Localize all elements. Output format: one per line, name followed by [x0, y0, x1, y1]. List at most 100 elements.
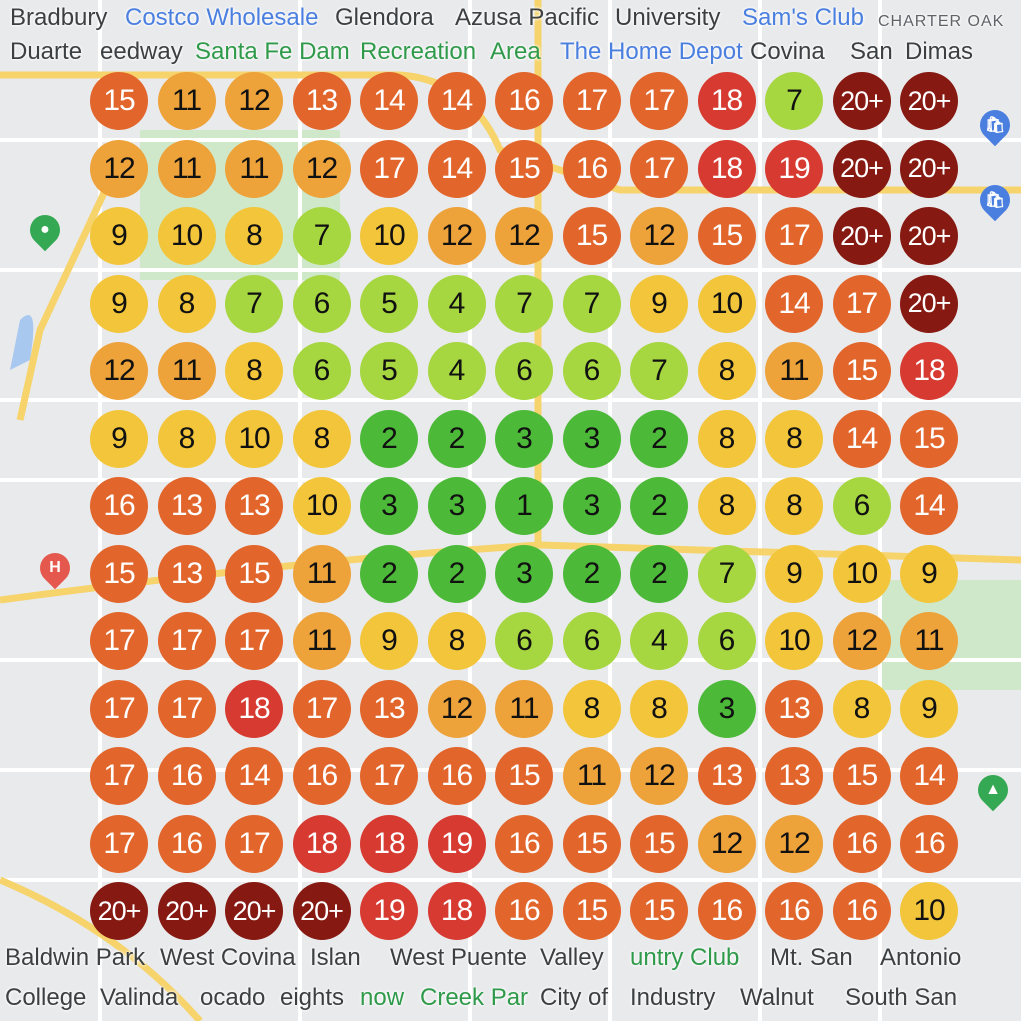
rank-marker[interactable]: 2	[360, 409, 418, 468]
rank-marker[interactable]: 12	[832, 612, 891, 670]
rank-marker[interactable]: 14	[427, 72, 486, 130]
rank-marker[interactable]: 13	[697, 747, 756, 805]
rank-marker[interactable]: 4	[427, 274, 486, 333]
rank-marker[interactable]: 2	[562, 544, 621, 603]
rank-marker[interactable]: 13	[360, 679, 418, 738]
rank-marker[interactable]: 14	[225, 747, 283, 805]
rank-marker[interactable]: 8	[697, 342, 756, 400]
rank-marker[interactable]: 15	[630, 814, 688, 873]
rank-marker[interactable]: 11	[765, 342, 823, 400]
rank-marker[interactable]: 8	[765, 409, 823, 468]
rank-marker[interactable]: 11	[292, 612, 351, 670]
rank-marker[interactable]: 16	[495, 72, 553, 130]
rank-marker[interactable]: 13	[225, 477, 283, 535]
rank-marker[interactable]: 18	[697, 72, 756, 130]
rank-marker[interactable]: 11	[495, 679, 553, 738]
rank-marker[interactable]: 17	[157, 679, 216, 738]
rank-marker[interactable]: 18	[427, 882, 486, 940]
rank-marker[interactable]: 8	[157, 409, 216, 468]
rank-marker[interactable]: 16	[765, 882, 823, 940]
rank-marker[interactable]: 2	[630, 477, 688, 535]
rank-marker[interactable]: 3	[562, 409, 621, 468]
rank-marker[interactable]: 20+	[900, 207, 958, 265]
rank-marker[interactable]: 15	[562, 814, 621, 873]
rank-marker[interactable]: 18	[225, 679, 283, 738]
rank-marker[interactable]: 10	[697, 274, 756, 333]
rank-marker[interactable]: 4	[427, 342, 486, 400]
rank-marker[interactable]: 2	[427, 409, 486, 468]
rank-marker[interactable]: 16	[90, 477, 148, 535]
rank-marker[interactable]: 12	[90, 139, 148, 198]
rank-marker[interactable]: 16	[832, 814, 891, 873]
rank-marker[interactable]: 3	[495, 544, 553, 603]
rank-marker[interactable]: 12	[427, 679, 486, 738]
rank-marker[interactable]: 12	[427, 207, 486, 265]
rank-marker[interactable]: 17	[90, 679, 148, 738]
rank-marker[interactable]: 17	[292, 679, 351, 738]
rank-marker[interactable]: 10	[765, 612, 823, 670]
rank-marker[interactable]: 17	[225, 612, 283, 670]
rank-marker[interactable]: 15	[225, 544, 283, 603]
rank-marker[interactable]: 12	[495, 207, 553, 265]
rank-marker[interactable]: 20+	[90, 882, 148, 940]
rank-marker[interactable]: 11	[562, 747, 621, 805]
rank-marker[interactable]: 14	[765, 274, 823, 333]
rank-marker[interactable]: 7	[495, 274, 553, 333]
rank-marker[interactable]: 20+	[832, 72, 891, 130]
rank-marker[interactable]: 9	[900, 679, 958, 738]
rank-marker[interactable]: 18	[697, 139, 756, 198]
shopping-pin-icon[interactable]: 🛍	[973, 178, 1017, 222]
rank-marker[interactable]: 16	[832, 882, 891, 940]
rank-marker[interactable]: 12	[630, 207, 688, 265]
rank-marker[interactable]: 16	[427, 747, 486, 805]
rank-marker[interactable]: 6	[832, 477, 891, 535]
rank-marker[interactable]: 2	[630, 409, 688, 468]
rank-marker[interactable]: 8	[225, 207, 283, 265]
rank-marker[interactable]: 6	[292, 274, 351, 333]
rank-marker[interactable]: 15	[900, 409, 958, 468]
rank-marker[interactable]: 17	[562, 72, 621, 130]
rank-marker[interactable]: 7	[697, 544, 756, 603]
rank-marker[interactable]: 15	[697, 207, 756, 265]
rank-marker[interactable]: 14	[832, 409, 891, 468]
rank-marker[interactable]: 9	[90, 274, 148, 333]
rank-marker[interactable]: 8	[832, 679, 891, 738]
rank-marker[interactable]: 20+	[900, 139, 958, 198]
rank-marker[interactable]: 20+	[225, 882, 283, 940]
rank-marker[interactable]: 15	[562, 207, 621, 265]
rank-marker[interactable]: 15	[90, 544, 148, 603]
rank-marker[interactable]: 20+	[900, 72, 958, 130]
rank-marker[interactable]: 8	[630, 679, 688, 738]
rank-marker[interactable]: 13	[292, 72, 351, 130]
rank-marker[interactable]: 11	[292, 544, 351, 603]
rank-marker[interactable]: 8	[292, 409, 351, 468]
rank-marker[interactable]: 20+	[900, 274, 958, 333]
rank-marker[interactable]: 17	[765, 207, 823, 265]
hospital-pin-icon[interactable]: H	[33, 546, 77, 590]
rank-marker[interactable]: 2	[427, 544, 486, 603]
rank-marker[interactable]: 10	[157, 207, 216, 265]
rank-marker[interactable]: 10	[832, 544, 891, 603]
rank-marker[interactable]: 8	[697, 477, 756, 535]
rank-marker[interactable]: 8	[562, 679, 621, 738]
rank-marker[interactable]: 3	[697, 679, 756, 738]
rank-marker[interactable]: 8	[765, 477, 823, 535]
rank-marker[interactable]: 17	[90, 612, 148, 670]
rank-marker[interactable]: 8	[427, 612, 486, 670]
rank-marker[interactable]: 14	[427, 139, 486, 198]
rank-marker[interactable]: 10	[225, 409, 283, 468]
rank-marker[interactable]: 7	[562, 274, 621, 333]
rank-marker[interactable]: 11	[900, 612, 958, 670]
rank-marker[interactable]: 13	[157, 544, 216, 603]
rank-marker[interactable]: 2	[360, 544, 418, 603]
rank-marker[interactable]: 19	[765, 139, 823, 198]
rank-marker[interactable]: 15	[562, 882, 621, 940]
rank-marker[interactable]: 7	[292, 207, 351, 265]
rank-marker[interactable]: 3	[360, 477, 418, 535]
rank-marker[interactable]: 17	[90, 747, 148, 805]
rank-marker[interactable]: 5	[360, 274, 418, 333]
rank-marker[interactable]: 11	[157, 139, 216, 198]
rank-marker[interactable]: 10	[360, 207, 418, 265]
rank-marker[interactable]: 17	[157, 612, 216, 670]
rank-marker[interactable]: 16	[697, 882, 756, 940]
